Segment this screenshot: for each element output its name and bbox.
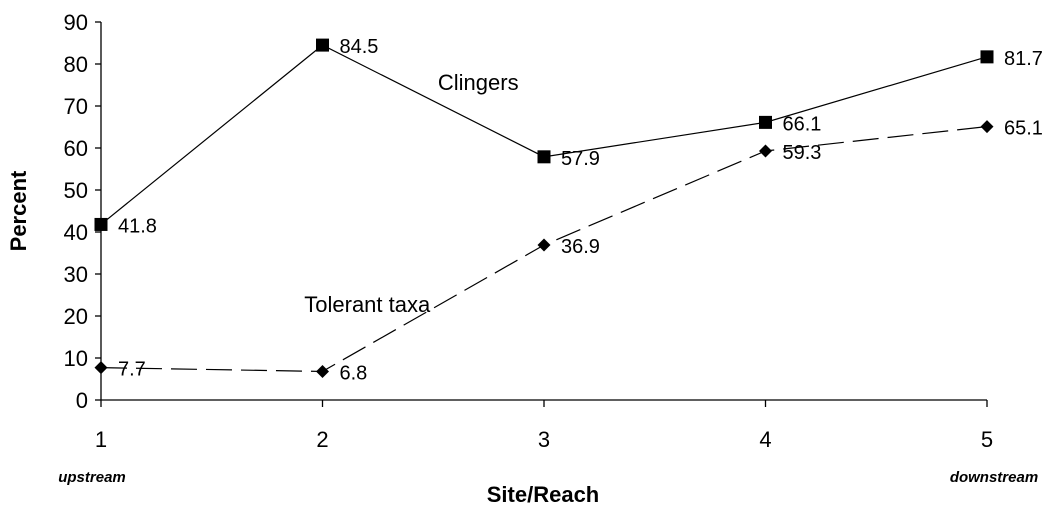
y-tick-label: 30 xyxy=(64,262,88,287)
x-tick-label: 3 xyxy=(538,427,550,452)
x-tick-label: 2 xyxy=(316,427,328,452)
data-point-clingers xyxy=(94,217,108,231)
x-axis-title: Site/Reach xyxy=(487,482,600,507)
labels-layer: 41.8 84.5 57.9 66.1 81.7 Clingers 7.7 6.8 36.9 59… xyxy=(118,36,1043,384)
y-tick-label: 80 xyxy=(64,52,88,77)
y-tick-label: 0 xyxy=(76,388,88,413)
data-label-clingers: 66.1 xyxy=(783,113,822,135)
data-label-clingers: 57.9 xyxy=(561,148,600,170)
y-tick-label: 60 xyxy=(64,136,88,161)
data-point-tolerant-taxa xyxy=(537,238,551,252)
data-point-tolerant-taxa xyxy=(316,364,329,378)
y-tick-label: 20 xyxy=(64,304,88,329)
x-tick-label: 1 xyxy=(95,427,107,452)
data-point-tolerant-taxa xyxy=(94,361,108,375)
data-label-tolerant-taxa: 6.8 xyxy=(340,362,368,384)
data-point-clingers xyxy=(537,150,551,164)
x-annotation-upstream: upstream xyxy=(58,469,126,486)
data-label-tolerant-taxa: 7.7 xyxy=(118,359,146,381)
data-point-tolerant-taxa xyxy=(980,120,994,134)
x-tick-label: 4 xyxy=(759,427,771,452)
y-tick-label: 40 xyxy=(64,220,88,245)
data-label-clingers: 81.7 xyxy=(1004,48,1043,70)
data-point-tolerant-taxa xyxy=(759,144,772,158)
data-label-clingers: 84.5 xyxy=(340,36,379,58)
x-tick-label: 5 xyxy=(981,427,993,452)
data-point-clingers xyxy=(316,38,329,52)
data-label-tolerant-taxa: 65.1 xyxy=(1004,118,1043,140)
series-line-clingers xyxy=(100,44,988,225)
series-name-clingers: Clingers xyxy=(438,70,519,95)
series-layer xyxy=(94,38,994,378)
y-tick-label: 50 xyxy=(64,178,88,203)
y-tick-label: 70 xyxy=(64,94,88,119)
data-label-clingers: 41.8 xyxy=(118,215,157,237)
y-axis-title: Percent xyxy=(6,170,31,251)
data-point-clingers xyxy=(759,115,772,129)
axes: 0 10 20 30 40 50 60 70 80 90 1 2 3 4 5 xyxy=(64,10,994,452)
x-annotation-downstream: downstream xyxy=(950,469,1038,486)
y-tick-label: 90 xyxy=(64,10,88,35)
data-label-tolerant-taxa: 36.9 xyxy=(561,236,600,258)
y-tick-label: 10 xyxy=(64,346,88,371)
series-name-tolerant-taxa: Tolerant taxa xyxy=(304,292,431,317)
data-point-clingers xyxy=(980,50,994,64)
data-label-tolerant-taxa: 59.3 xyxy=(783,142,822,164)
